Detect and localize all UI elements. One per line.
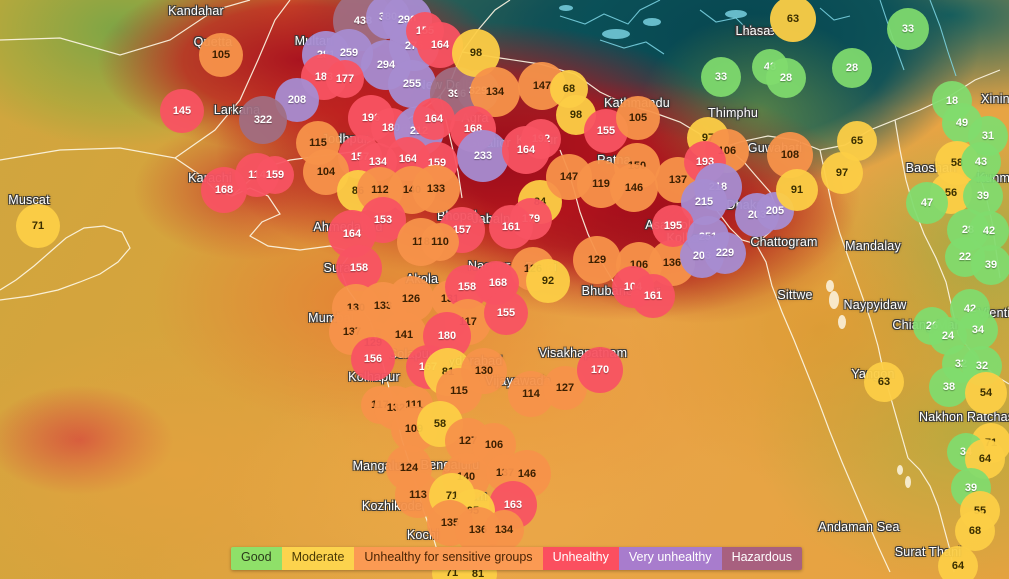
aqi-station-marker[interactable]: 161 bbox=[489, 205, 533, 249]
aqi-station-marker[interactable]: 208 bbox=[275, 78, 319, 122]
aqi-station-marker[interactable]: 161 bbox=[631, 274, 675, 318]
legend-item-usg[interactable]: Unhealthy for sensitive groups bbox=[354, 547, 543, 570]
aqi-station-marker[interactable]: 65 bbox=[837, 121, 877, 161]
legend-item-vunhealthy[interactable]: Very unhealthy bbox=[618, 547, 722, 570]
aqi-station-marker[interactable]: 129 bbox=[573, 236, 621, 284]
aqi-station-marker[interactable]: 33 bbox=[701, 57, 741, 97]
aqi-station-marker[interactable]: 164 bbox=[413, 98, 455, 140]
aqi-station-marker[interactable]: 47 bbox=[906, 182, 948, 224]
legend-item-good[interactable]: Good bbox=[231, 547, 282, 570]
aqi-station-marker[interactable]: 105 bbox=[616, 96, 660, 140]
legend-item-hazard[interactable]: Hazardous bbox=[721, 547, 803, 570]
aqi-station-marker[interactable]: 97 bbox=[821, 152, 863, 194]
aqi-station-marker[interactable]: 156 bbox=[351, 337, 395, 381]
aqi-station-marker[interactable]: 133 bbox=[412, 165, 460, 213]
aqi-station-marker[interactable]: 34 bbox=[958, 310, 998, 350]
aqi-station-marker[interactable]: 28 bbox=[766, 58, 806, 98]
aqi-station-marker[interactable]: 255 bbox=[388, 60, 436, 108]
aqi-station-marker[interactable]: 155 bbox=[484, 291, 528, 335]
aqi-station-marker[interactable]: 145 bbox=[160, 89, 204, 133]
aqi-station-marker[interactable]: 159 bbox=[256, 156, 294, 194]
aqi-station-marker[interactable]: 177 bbox=[326, 60, 364, 98]
aqi-station-marker[interactable]: 71 bbox=[16, 204, 60, 248]
aqi-station-marker[interactable]: 63 bbox=[864, 362, 904, 402]
aqi-station-marker[interactable]: 28 bbox=[832, 48, 872, 88]
aqi-station-marker[interactable]: 229 bbox=[704, 232, 746, 274]
aqi-station-marker[interactable]: 91 bbox=[776, 169, 818, 211]
aqi-station-marker[interactable]: 146 bbox=[610, 164, 658, 212]
aqi-station-marker[interactable]: 39 bbox=[971, 245, 1009, 285]
aqi-station-marker[interactable]: 322 bbox=[239, 96, 287, 144]
aqi-station-marker[interactable]: 110 bbox=[421, 223, 459, 261]
aqi-station-marker[interactable]: 168 bbox=[201, 167, 247, 213]
legend-item-unhealthy[interactable]: Unhealthy bbox=[542, 547, 619, 570]
aqi-station-marker[interactable]: 43 bbox=[961, 142, 1001, 182]
aqi-station-marker[interactable]: 63 bbox=[770, 0, 816, 42]
aqi-station-marker[interactable]: 105 bbox=[199, 33, 243, 77]
aqi-station-marker[interactable]: 68 bbox=[955, 511, 995, 551]
aqi-station-marker[interactable]: 164 bbox=[502, 126, 550, 174]
aqi-station-marker[interactable]: 64 bbox=[938, 546, 978, 579]
aqi-station-marker[interactable]: 170 bbox=[577, 347, 623, 393]
aqi-station-marker[interactable]: 39 bbox=[963, 176, 1003, 216]
aqi-station-marker[interactable]: 134 bbox=[484, 510, 524, 550]
aqi-station-marker[interactable]: 33 bbox=[887, 8, 929, 50]
aqi-station-marker[interactable]: 54 bbox=[965, 372, 1007, 414]
legend-item-moderate[interactable]: Moderate bbox=[281, 547, 355, 570]
aqi-station-marker[interactable]: 92 bbox=[526, 259, 570, 303]
aqi-station-marker[interactable]: 38 bbox=[929, 367, 969, 407]
aqi-station-marker[interactable]: 233 bbox=[457, 130, 509, 182]
aqi-legend[interactable]: Good Moderate Unhealthy for sensitive grou… bbox=[231, 547, 803, 570]
